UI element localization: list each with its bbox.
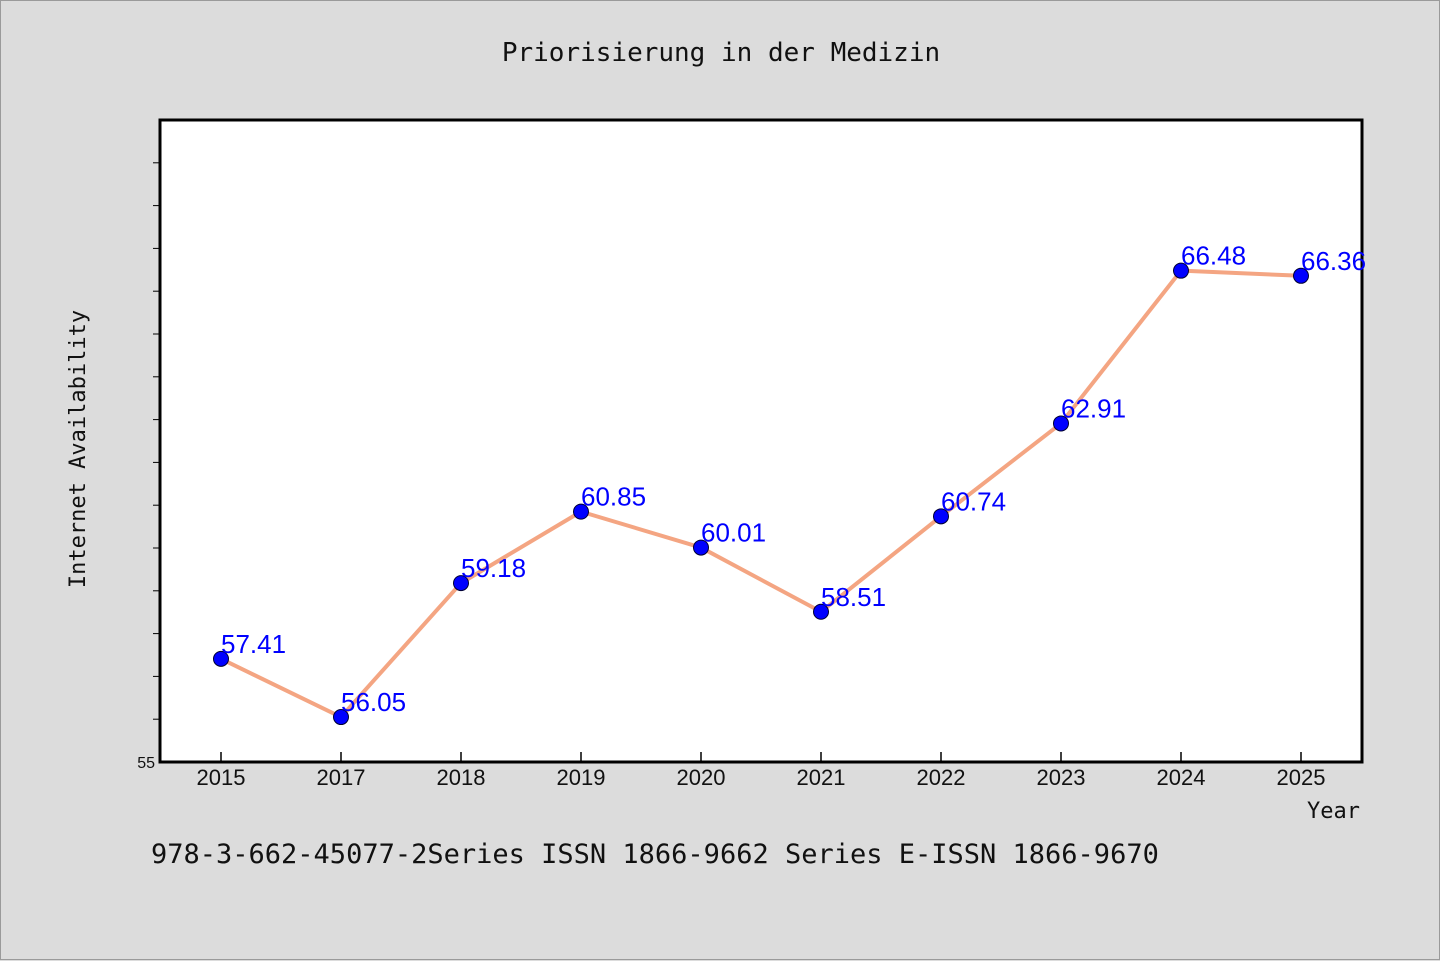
data-label: 59.18 — [461, 553, 526, 583]
marker-group — [213, 262, 1309, 726]
x-axis-title: Year — [1307, 799, 1360, 824]
x-tick-label: 2021 — [797, 765, 846, 790]
data-label: 60.01 — [701, 518, 766, 548]
data-point-marker — [213, 650, 229, 667]
x-tick-label: 2023 — [1037, 765, 1086, 790]
x-tick-label: 2020 — [677, 765, 726, 790]
data-label: 60.85 — [581, 482, 646, 512]
x-tick-label: 2025 — [1277, 765, 1326, 790]
x-tick-label: 2019 — [557, 765, 606, 790]
data-label: 58.51 — [821, 582, 886, 612]
x-tick-label: 2024 — [1157, 765, 1206, 790]
data-label-group: 57.41 56.05 59.18 60.85 60.01 58.51 60.74 62.91… — [221, 241, 1366, 717]
data-label: 62.91 — [1061, 393, 1126, 423]
series-line — [219, 268, 1303, 720]
data-point-marker — [933, 508, 949, 525]
data-label: 66.36 — [1301, 246, 1366, 276]
x-axis-ticks: 2015 2017 2018 2019 2020 2021 2022 2023 2024 2025 — [197, 752, 1326, 790]
data-point-marker — [1293, 267, 1309, 284]
data-point-marker — [573, 503, 589, 520]
series-line-group — [219, 268, 1303, 720]
data-label: 66.48 — [1181, 241, 1246, 271]
y-tick-label: 55 — [137, 755, 155, 772]
data-point-marker — [333, 709, 349, 726]
plot-area — [158, 118, 1364, 764]
y-axis-title: Internet Availability — [66, 310, 91, 588]
footer-isbn-text: 978-3-662-45077-2Series ISSN 1866-9662 S… — [151, 839, 1159, 870]
data-label: 60.74 — [941, 486, 1006, 516]
chart-title: Priorisierung in der Medizin — [502, 38, 940, 68]
data-label: 56.05 — [341, 687, 406, 717]
x-tick-label: 2022 — [917, 765, 966, 790]
data-point-marker — [1053, 415, 1069, 432]
data-point-marker — [693, 539, 709, 556]
data-label: 57.41 — [221, 629, 286, 659]
x-tick-label: 2017 — [317, 765, 366, 790]
data-point-marker — [1173, 262, 1189, 279]
data-point-marker — [813, 603, 829, 620]
data-point-marker — [453, 575, 469, 592]
x-tick-label: 2018 — [437, 765, 486, 790]
y-axis-ticks: 55 — [137, 162, 160, 772]
x-tick-label: 2015 — [197, 765, 246, 790]
